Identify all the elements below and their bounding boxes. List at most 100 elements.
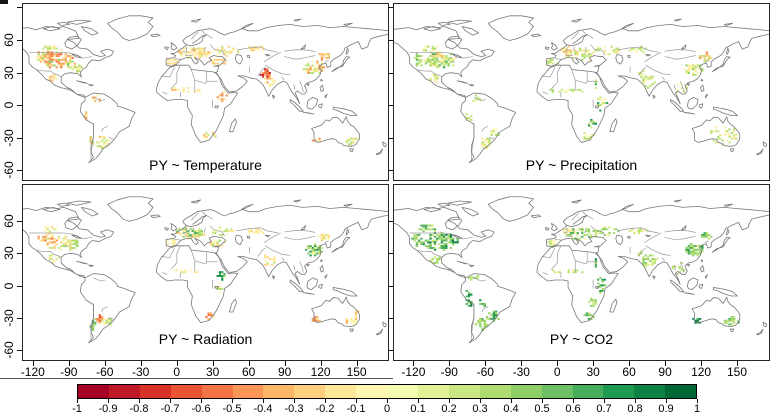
coastlines	[394, 16, 769, 163]
x-tick-label: 150	[726, 365, 748, 379]
world-map-precipitation	[394, 4, 769, 180]
y-tick	[17, 350, 22, 352]
clipped-axis-label-artifact	[0, 0, 8, 4]
panel-title-radiation: PY ~ Radiation	[158, 331, 253, 347]
y-tick	[388, 105, 393, 106]
x-tick	[212, 361, 214, 366]
y-tick	[17, 39, 22, 41]
map-panel-radiation: PY ~ Radiation	[22, 184, 389, 361]
colorbar-tick	[635, 399, 636, 403]
y-tick	[388, 72, 393, 74]
colorbar-tick-label: 0.9	[658, 403, 674, 415]
colorbar-segment	[325, 385, 357, 398]
x-tick-label: -30	[512, 365, 530, 379]
panel-title-precipitation: PY ~ Precipitation	[525, 157, 638, 173]
x-tick	[140, 361, 142, 366]
x-tick-label: 120	[691, 365, 712, 379]
y-tick	[17, 7, 22, 9]
x-tick	[104, 361, 106, 366]
colorbar-tick	[666, 399, 667, 403]
x-tick-label: 60	[622, 365, 636, 379]
colorbar-segment	[541, 385, 573, 398]
colorbar-tick	[170, 399, 171, 403]
x-tick	[32, 361, 34, 366]
x-tick-label: -120	[20, 365, 45, 379]
colorbar-tick	[325, 399, 326, 403]
x-tick-label: 0	[553, 365, 561, 379]
colorbar-segment	[448, 385, 480, 398]
y-tick	[17, 137, 22, 139]
x-tick-label: 120	[310, 365, 331, 379]
y-tick	[17, 253, 22, 255]
x-tick	[701, 361, 703, 366]
colorbar-tick-label: 0.1	[410, 403, 426, 415]
panel-title-co2: PY ~ CO2	[549, 331, 614, 347]
colorbar-tick-label: -0.7	[160, 403, 180, 415]
x-tick	[737, 361, 738, 366]
country-borders	[394, 212, 709, 341]
world-map-radiation	[23, 185, 388, 360]
colorbar-tick-label: -0.8	[129, 403, 149, 415]
coastlines	[23, 197, 388, 343]
colorbar-tick-label: -0.4	[253, 403, 273, 415]
x-tick	[356, 361, 358, 366]
colorbar-segment	[510, 385, 542, 398]
colorbar-tick-label: -0.2	[315, 403, 335, 415]
colorbar-tick-label: 0.6	[565, 403, 581, 415]
x-tick-label: 30	[586, 365, 600, 379]
x-tick-label: -90	[440, 365, 458, 379]
x-tick-label: 90	[278, 365, 292, 379]
y-tick	[17, 72, 22, 74]
colorbar-tick-label: -0.6	[191, 403, 211, 415]
x-tick	[413, 361, 415, 366]
y-tick	[17, 285, 22, 287]
x-tick	[629, 361, 631, 366]
colorbar-segment	[78, 385, 109, 398]
world-map-temperature	[23, 4, 388, 180]
coastlines	[394, 197, 769, 343]
colorbar-tick	[542, 399, 543, 403]
colorbar-segment	[201, 385, 233, 398]
colorbar-segment	[634, 385, 666, 398]
y-tick	[388, 285, 393, 287]
y-tick	[388, 350, 393, 352]
x-tick-label: -60	[476, 365, 494, 379]
colorbar-tick-label: 0.2	[441, 403, 457, 415]
colorbar-tick	[480, 399, 481, 403]
colorbar-tick	[573, 399, 574, 403]
colorbar-tick-label: 0.4	[503, 403, 519, 415]
colorbar-tick	[139, 399, 140, 403]
colorbar-tick-label: 0.3	[472, 403, 488, 415]
colorbar-segment	[232, 385, 264, 398]
colorbar-segment	[665, 385, 697, 398]
y-tick-label: 0	[2, 101, 16, 109]
colorbar-tick	[418, 399, 419, 403]
country-borders	[394, 31, 709, 161]
colorbar-segment	[139, 385, 171, 398]
y-tick	[388, 39, 393, 41]
y-tick	[17, 170, 22, 172]
map-panel-temperature: PY ~ Temperature	[22, 3, 389, 181]
colorbar-segment	[263, 385, 295, 398]
y-tick-label: -60	[2, 341, 16, 359]
colorbar-tick	[387, 399, 388, 403]
x-tick-label: 0	[173, 365, 181, 379]
y-tick	[388, 137, 393, 139]
colorbar-tick-label: 0.7	[596, 403, 612, 415]
colorbar-tick	[356, 399, 357, 403]
colorbar-tick	[232, 399, 233, 403]
y-tick-label: 30	[2, 65, 16, 80]
x-tick-label: 90	[658, 365, 672, 379]
y-tick	[388, 170, 393, 172]
x-tick	[665, 361, 667, 366]
correlation-cells	[37, 226, 360, 332]
x-tick	[593, 361, 595, 366]
colorbar-tick-label: -0.3	[284, 403, 304, 415]
colorbar-tick-label: -1	[72, 403, 82, 415]
colorbar-tick-label: -0.1	[346, 403, 366, 415]
y-tick	[388, 220, 393, 222]
colorbar-tick	[108, 399, 109, 403]
y-tick-label: -30	[2, 309, 16, 327]
y-tick	[388, 7, 393, 9]
colorbar	[77, 384, 697, 399]
